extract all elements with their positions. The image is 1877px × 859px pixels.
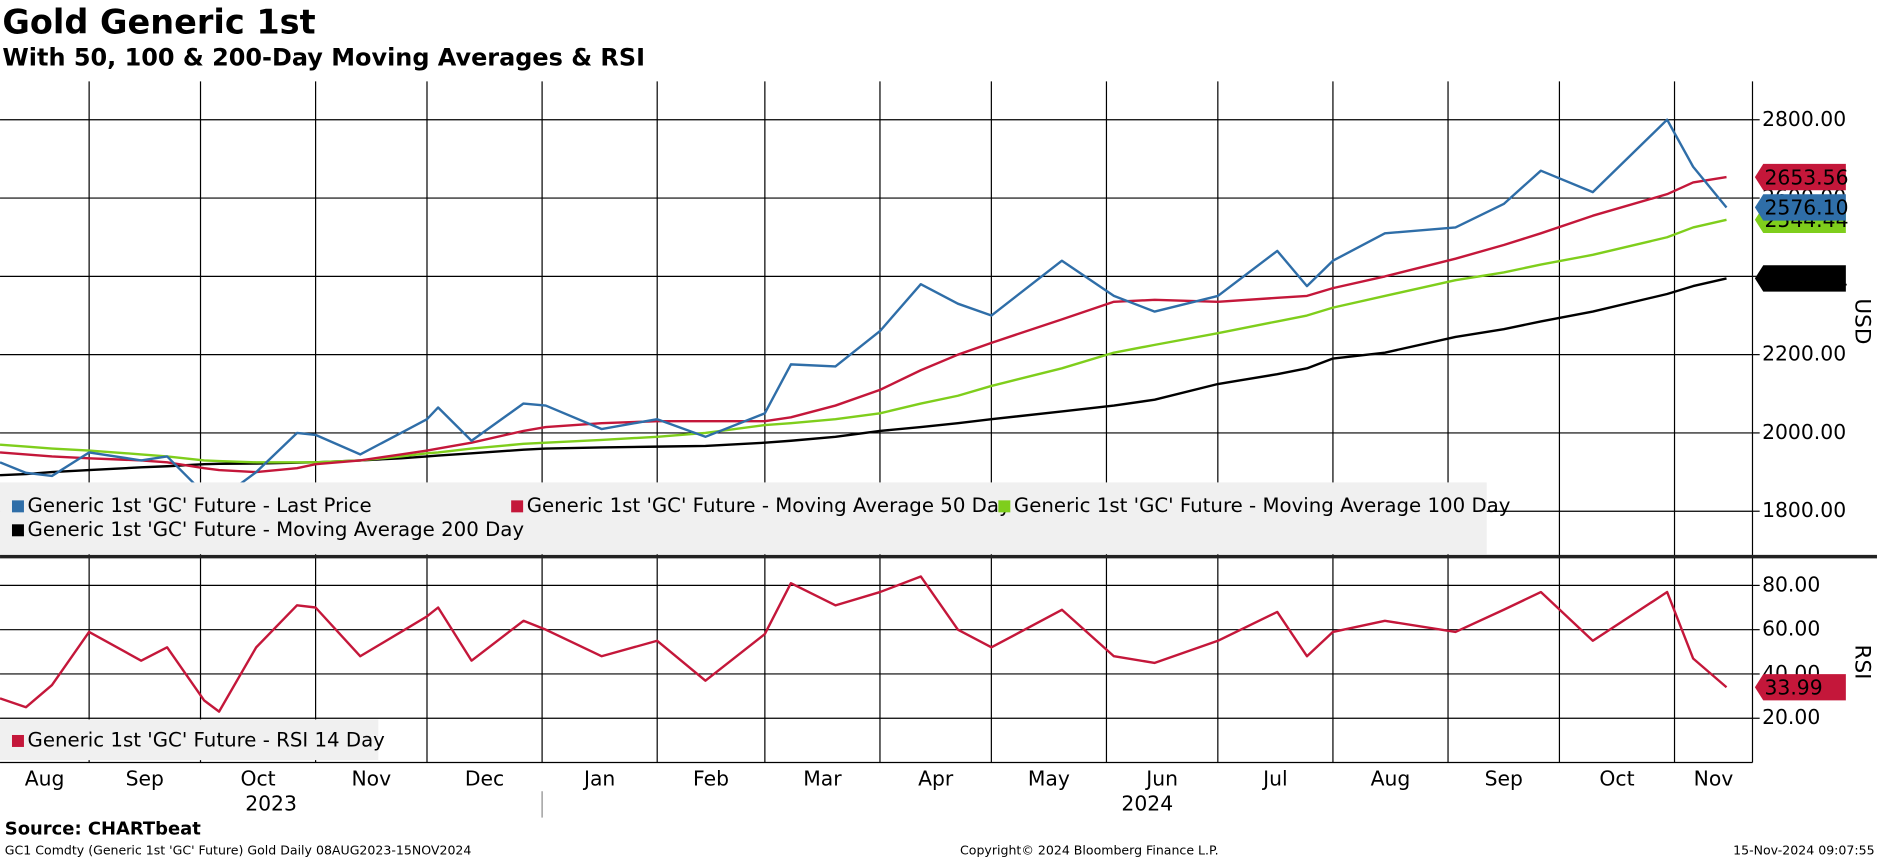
chart-title: Gold Generic 1st bbox=[2, 2, 315, 41]
legend-label: Generic 1st 'GC' Future - Moving Average… bbox=[527, 494, 1011, 517]
legend-box bbox=[0, 482, 1487, 555]
last-value-badge bbox=[1754, 674, 1846, 701]
last-value-label: 33.99 bbox=[1764, 675, 1822, 699]
x-tick-label: May bbox=[1028, 766, 1070, 790]
y-axis-label: USD bbox=[1849, 298, 1874, 344]
y-tick-label: 60.00 bbox=[1762, 617, 1820, 641]
y-tick-label: 2000.00 bbox=[1762, 420, 1846, 444]
year-label: 2024 bbox=[1121, 791, 1173, 815]
x-tick-label: Jun bbox=[1144, 766, 1178, 790]
footer-center: Copyright© 2024 Bloomberg Finance L.P. bbox=[960, 843, 1219, 858]
last-value-badge bbox=[1754, 265, 1846, 292]
last-value-badge bbox=[1754, 163, 1846, 191]
footer-left: GC1 Comdty (Generic 1st 'GC' Future) Gol… bbox=[5, 843, 472, 858]
x-tick-label: Nov bbox=[351, 766, 391, 790]
x-tick-label: Feb bbox=[693, 766, 729, 790]
y-tick-label: 1800.00 bbox=[1762, 498, 1846, 522]
x-tick-label: Aug bbox=[1371, 766, 1411, 790]
legend-swatch bbox=[11, 734, 24, 747]
last-value-badge bbox=[1754, 194, 1846, 221]
legend-box bbox=[0, 719, 379, 761]
year-label: 2023 bbox=[245, 791, 297, 815]
x-tick-label: Apr bbox=[918, 766, 954, 790]
legend-label: Generic 1st 'GC' Future - RSI 14 Day bbox=[28, 728, 386, 751]
source: Source: CHARTbeat bbox=[5, 819, 201, 840]
y-tick-label: 2800.00 bbox=[1762, 107, 1846, 131]
legend-label: Generic 1st 'GC' Future - Last Price bbox=[28, 494, 372, 517]
x-tick-label: Dec bbox=[465, 766, 504, 790]
legend-swatch bbox=[11, 500, 24, 513]
last-value-label: 2653.56 bbox=[1764, 165, 1848, 189]
legend-swatch bbox=[998, 500, 1011, 513]
x-tick-label: Nov bbox=[1694, 766, 1734, 790]
series-line bbox=[0, 277, 1727, 477]
legend-label: Generic 1st 'GC' Future - Moving Average… bbox=[28, 518, 525, 541]
series-line bbox=[0, 118, 1728, 501]
x-tick-label: Sep bbox=[126, 766, 164, 790]
last-value-label: 2576.10 bbox=[1764, 196, 1848, 220]
last-value-label: 2394.71 bbox=[1764, 267, 1848, 291]
x-tick-label: Oct bbox=[1599, 766, 1634, 790]
x-tick-label: Sep bbox=[1485, 766, 1523, 790]
y-axis-label: RSI bbox=[1849, 644, 1874, 679]
legend-swatch bbox=[511, 500, 524, 513]
x-tick-label: Jul bbox=[1261, 766, 1288, 790]
series-line bbox=[0, 175, 1727, 474]
legend-label: Generic 1st 'GC' Future - Moving Average… bbox=[1014, 494, 1511, 517]
y-tick-label: 20.00 bbox=[1762, 705, 1820, 729]
y-tick-label: 80.00 bbox=[1762, 572, 1820, 596]
x-tick-label: Mar bbox=[803, 766, 842, 790]
x-tick-label: Aug bbox=[25, 766, 65, 790]
x-tick-label: Oct bbox=[240, 766, 275, 790]
chart-subtitle: With 50, 100 & 200-Day Moving Averages &… bbox=[2, 44, 645, 72]
x-tick-label: Jan bbox=[582, 766, 615, 790]
series-line bbox=[0, 218, 1727, 464]
footer-right: 15-Nov-2024 09:07:55 bbox=[1733, 843, 1874, 858]
legend-swatch bbox=[11, 524, 24, 537]
y-tick-label: 2200.00 bbox=[1762, 342, 1846, 366]
series-line bbox=[0, 575, 1728, 713]
